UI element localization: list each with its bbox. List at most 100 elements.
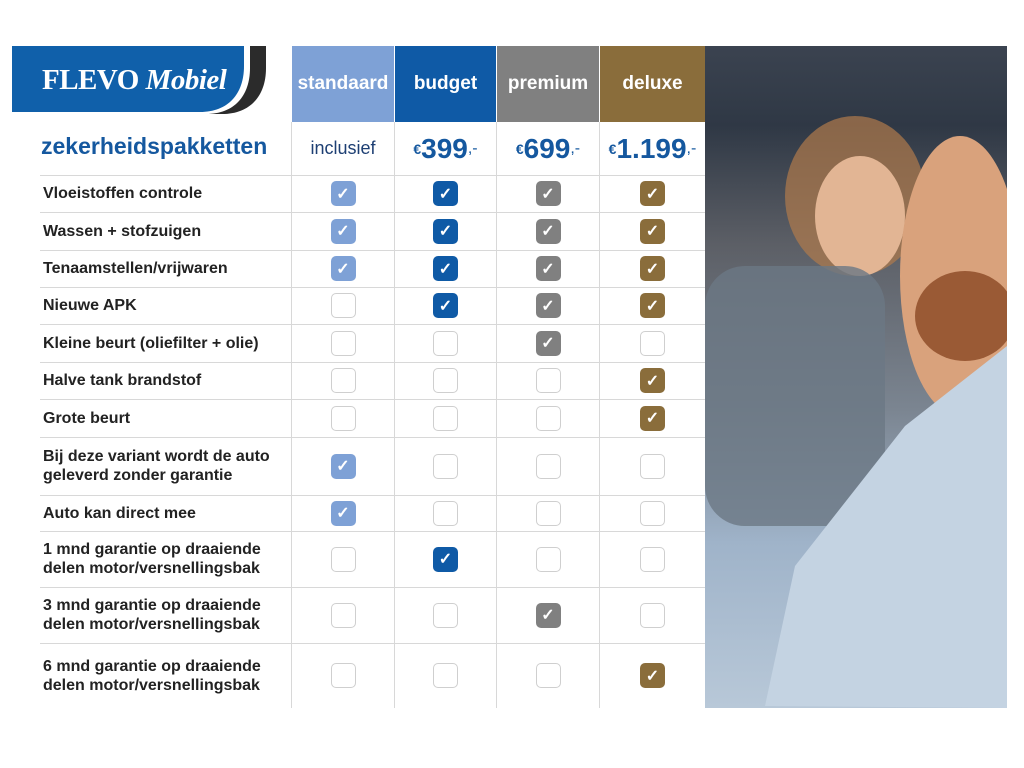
checkbox-deluxe: ✓ <box>640 368 665 393</box>
checkbox-deluxe: ✓ <box>640 405 665 431</box>
checkbox-premium <box>535 368 561 393</box>
checkbox-standaard: ✓ <box>330 500 356 526</box>
divider <box>40 175 705 176</box>
check-icon: ✓ <box>541 185 555 203</box>
checkbox-deluxe <box>640 500 665 526</box>
check-icon: ✓ <box>336 260 350 278</box>
checkbox-budget <box>433 663 458 688</box>
row-label: 1 mnd garantie op draaiende delen motor/… <box>43 541 261 577</box>
checkbox-premium: ✓ <box>535 293 561 318</box>
check-icon: ✓ <box>645 667 660 685</box>
check-icon: ✓ <box>336 505 350 522</box>
price-premium: €699 ,- <box>515 132 581 164</box>
checkbox-budget: ✓ <box>433 293 458 318</box>
check-icon: ✓ <box>645 223 660 240</box>
checkbox-budget <box>433 500 458 526</box>
checkbox-budget <box>433 453 458 479</box>
checkbox-premium: ✓ <box>535 602 561 628</box>
checkbox-premium <box>535 663 561 688</box>
checkbox-deluxe: ✓ <box>640 663 665 688</box>
checkbox-deluxe <box>640 546 665 572</box>
row-label: Halve tank brandstof <box>43 372 202 389</box>
check-icon: ✓ <box>541 335 555 352</box>
header-deluxe: deluxe <box>600 46 705 122</box>
check-icon: ✓ <box>438 223 453 240</box>
checkbox-premium: ✓ <box>535 256 561 281</box>
divider <box>599 122 600 708</box>
divider <box>40 587 705 588</box>
row-label: 6 mnd garantie op draaiende delen motor/… <box>43 657 261 694</box>
checkbox-standaard: ✓ <box>330 181 356 206</box>
check-icon: ✓ <box>336 458 350 475</box>
checkbox-standaard <box>330 602 356 628</box>
price-deluxe: €1.199 ,- <box>608 132 697 164</box>
checkbox-standaard: ✓ <box>330 256 356 281</box>
checkbox-premium: ✓ <box>535 218 561 244</box>
checkbox-budget: ✓ <box>433 256 458 281</box>
checkbox-premium: ✓ <box>535 181 561 206</box>
checkbox-premium <box>535 453 561 479</box>
divider <box>496 122 497 708</box>
check-icon: ✓ <box>438 297 453 315</box>
checkbox-standaard <box>330 330 356 356</box>
checkbox-standaard <box>330 546 356 572</box>
divider <box>40 531 705 532</box>
divider <box>40 399 705 400</box>
row-label: Vloeistoffen controle <box>43 185 203 202</box>
check-icon: ✓ <box>438 185 453 203</box>
row-label: Kleine beurt (oliefilter + olie) <box>43 334 259 352</box>
checkbox-deluxe <box>640 453 665 479</box>
checkbox-budget <box>433 602 458 628</box>
checkbox-standaard: ✓ <box>330 453 356 479</box>
checkbox-premium: ✓ <box>535 330 561 356</box>
check-icon: ✓ <box>336 223 350 240</box>
check-icon: ✓ <box>645 185 660 203</box>
check-icon: ✓ <box>438 260 453 278</box>
row-label: Auto kan direct mee <box>43 504 196 522</box>
row-label: Tenaamstellen/vrijwaren <box>43 260 228 277</box>
checkbox-standaard: ✓ <box>330 218 356 244</box>
row-label: Nieuwe APK <box>43 297 137 314</box>
checkbox-budget: ✓ <box>433 546 458 572</box>
divider <box>291 122 292 708</box>
checkbox-budget: ✓ <box>433 218 458 244</box>
check-icon: ✓ <box>645 297 660 315</box>
check-icon: ✓ <box>541 260 555 278</box>
checkbox-deluxe: ✓ <box>640 256 665 281</box>
check-icon: ✓ <box>645 260 660 278</box>
header-premium: premium <box>497 46 599 122</box>
row-label: 3 mnd garantie op draaiende delen motor/… <box>43 597 261 633</box>
check-icon: ✓ <box>541 223 555 240</box>
divider <box>40 437 705 438</box>
checkbox-premium <box>535 500 561 526</box>
logo: FLEVO Mobiel <box>12 46 268 114</box>
divider <box>40 324 705 325</box>
check-icon: ✓ <box>541 297 555 315</box>
check-icon: ✓ <box>541 607 555 624</box>
check-icon: ✓ <box>438 551 453 568</box>
page-title: zekerheidspakketten <box>41 133 268 159</box>
checkbox-standaard <box>330 663 356 688</box>
header-standaard: standaard <box>292 46 394 122</box>
price-budget: €399 ,- <box>413 132 478 164</box>
checkbox-deluxe <box>640 602 665 628</box>
checkbox-budget <box>433 330 458 356</box>
checkbox-deluxe: ✓ <box>640 181 665 206</box>
checkbox-standaard <box>330 368 356 393</box>
divider <box>40 212 705 213</box>
checkbox-budget <box>433 405 458 431</box>
checkbox-premium <box>535 405 561 431</box>
divider <box>40 250 705 251</box>
row-label: Bij deze variant wordt de auto geleverd … <box>43 448 270 484</box>
divider <box>40 495 705 496</box>
checkbox-deluxe: ✓ <box>640 293 665 318</box>
checkbox-deluxe: ✓ <box>640 218 665 244</box>
divider <box>40 362 705 363</box>
divider <box>394 122 395 708</box>
check-icon: ✓ <box>645 372 660 390</box>
checkbox-deluxe <box>640 330 665 356</box>
checkbox-budget: ✓ <box>433 181 458 206</box>
row-label: Wassen + stofzuigen <box>43 222 202 240</box>
divider <box>40 287 705 288</box>
check-icon: ✓ <box>645 410 660 427</box>
